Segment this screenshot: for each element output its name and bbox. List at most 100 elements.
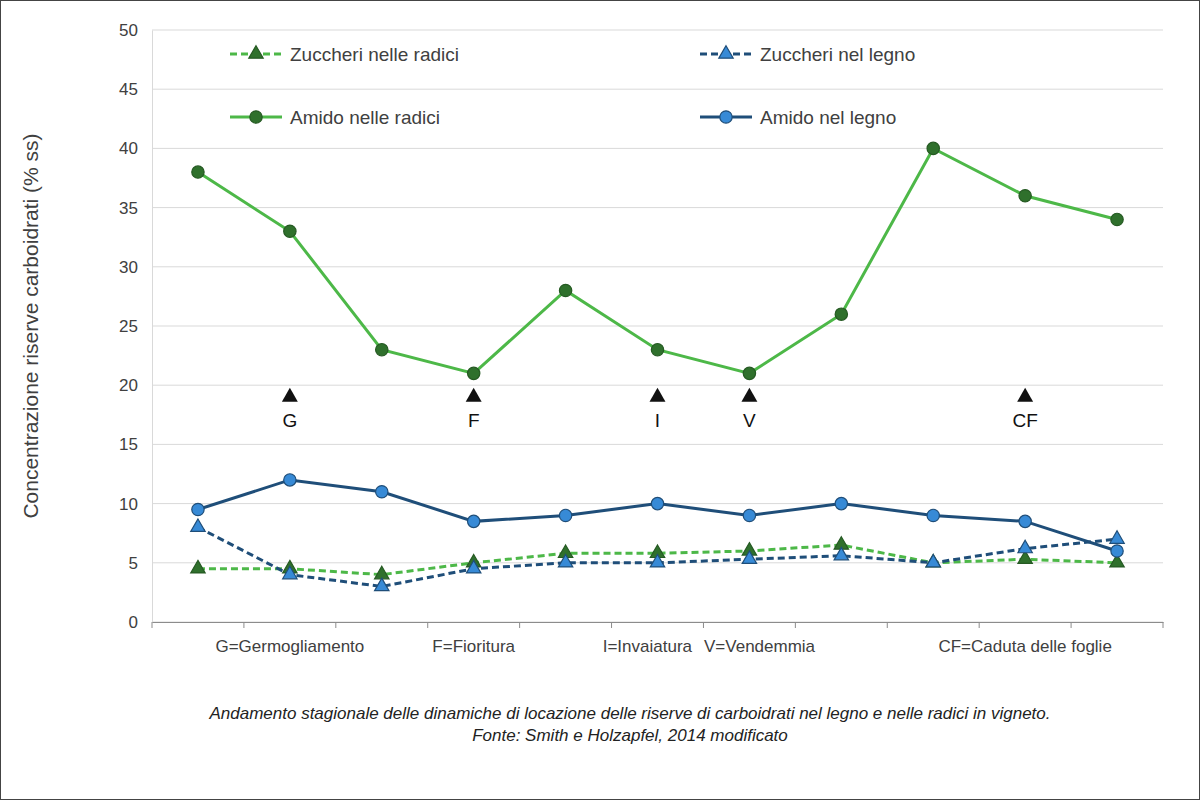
series-marker	[284, 474, 296, 486]
x-tick-label: CF=Caduta delle foglie	[938, 637, 1111, 656]
series-marker	[559, 284, 571, 296]
legend-label: Zuccheri nelle radici	[290, 44, 459, 65]
y-tick: 45	[119, 80, 152, 99]
x-axis: G=Germogliamento F=Fioritura I=Invaiatura V…	[153, 622, 1164, 656]
series-marker	[283, 566, 297, 578]
x-tick: F=Fioritura	[432, 622, 515, 656]
chart-container: 05101520253035404550G=GermogliamentoF=Fi…	[0, 0, 1200, 800]
chart: 05101520253035404550G=GermogliamentoF=Fi…	[0, 0, 1200, 800]
series-marker	[1019, 190, 1031, 202]
legend-marker	[720, 111, 732, 123]
series-marker	[558, 554, 572, 566]
grid-line	[152, 30, 1163, 31]
y-tick-label: 25	[119, 317, 138, 336]
series-line	[198, 527, 1117, 586]
annotation-marker	[741, 388, 757, 402]
y-tick-label: 50	[119, 21, 138, 40]
y-tick-label: 0	[129, 613, 138, 632]
x-boundary-tick	[519, 622, 520, 628]
x-boundary-tick	[1163, 622, 1164, 628]
series-marker	[1111, 545, 1123, 557]
series-marker	[559, 509, 571, 521]
caption: Andamento stagionale delle dinamiche di …	[208, 704, 1050, 723]
y-tick-label: 15	[119, 435, 138, 454]
legend-item: Zuccheri nelle radici	[230, 44, 459, 65]
legend-item: Amido nelle radici	[230, 107, 440, 128]
grid-line	[152, 207, 1163, 208]
x-tick-label: I=Invaiatura	[603, 637, 693, 656]
series-marker	[191, 519, 205, 531]
series	[192, 474, 1123, 557]
legend-label: Amido nel legno	[760, 107, 896, 128]
series-marker	[375, 566, 389, 578]
x-axis-line	[153, 622, 1164, 623]
series-marker	[927, 509, 939, 521]
x-boundary-tick	[887, 622, 888, 628]
series-marker	[1018, 540, 1032, 552]
legend: Zuccheri nelle radiciZuccheri nel legnoA…	[230, 44, 915, 128]
series-marker	[468, 515, 480, 527]
grid-line	[152, 444, 1163, 445]
caption-line: Andamento stagionale delle dinamiche di …	[208, 704, 1050, 723]
annotation-label: G	[282, 410, 297, 431]
y-tick: 0	[129, 613, 152, 632]
series-marker	[468, 367, 480, 379]
series-marker	[926, 554, 940, 566]
annotation-marker	[466, 388, 482, 402]
y-tick: 50	[119, 21, 152, 40]
annotation-label: V	[743, 410, 756, 431]
series-marker	[376, 486, 388, 498]
y-axis-line	[152, 31, 153, 623]
grid	[152, 30, 1163, 622]
grid-line	[152, 148, 1163, 149]
annotation-marker	[282, 388, 298, 402]
series-marker	[835, 308, 847, 320]
series-marker	[1111, 213, 1123, 225]
source: Fonte: Smith e Holzapfel, 2014 modificat…	[472, 726, 788, 745]
y-tick: 20	[119, 376, 152, 395]
y-tick-label: 5	[129, 554, 138, 573]
legend-item: Amido nel legno	[700, 107, 896, 128]
series-marker	[927, 142, 939, 154]
series-marker	[192, 503, 204, 515]
plot-marks	[191, 142, 1125, 590]
series	[192, 142, 1123, 379]
y-tick-label: 45	[119, 80, 138, 99]
x-tick-label: G=Germogliamento	[215, 637, 364, 656]
y-tick: 5	[129, 554, 152, 573]
x-tick-label: F=Fioritura	[432, 637, 515, 656]
legend-marker	[249, 46, 263, 58]
series-marker	[651, 497, 663, 509]
x-boundary-tick	[795, 622, 796, 628]
series-marker	[1019, 515, 1031, 527]
x-tick: CF=Caduta delle foglie	[938, 622, 1111, 656]
series-marker	[835, 497, 847, 509]
series-line	[198, 480, 1117, 551]
annotation-marker	[650, 388, 666, 402]
annotation-label: F	[468, 410, 480, 431]
grid-line	[152, 622, 1163, 623]
y-tick: 35	[119, 199, 152, 218]
grid-line	[152, 385, 1163, 386]
x-tick: V=Vendemmia	[704, 622, 816, 656]
series-marker	[192, 166, 204, 178]
x-boundary-tick	[152, 622, 153, 628]
annotation-label: I	[655, 410, 660, 431]
annotations: GFIVCF	[282, 388, 1038, 431]
legend-label: Amido nelle radici	[290, 107, 440, 128]
series-marker	[375, 578, 389, 590]
y-tick: 40	[119, 139, 152, 158]
series	[191, 519, 1125, 591]
legend-marker	[719, 46, 733, 58]
series-marker	[743, 509, 755, 521]
series-marker	[651, 344, 663, 356]
series-marker	[376, 344, 388, 356]
x-tick-label: V=Vendemmia	[704, 637, 816, 656]
series-marker	[284, 225, 296, 237]
x-boundary-tick	[335, 622, 336, 628]
series-marker	[742, 551, 756, 563]
y-tick-label: 40	[119, 139, 138, 158]
series-marker	[650, 554, 664, 566]
background	[1, 1, 1200, 800]
grid-line	[152, 326, 1163, 327]
